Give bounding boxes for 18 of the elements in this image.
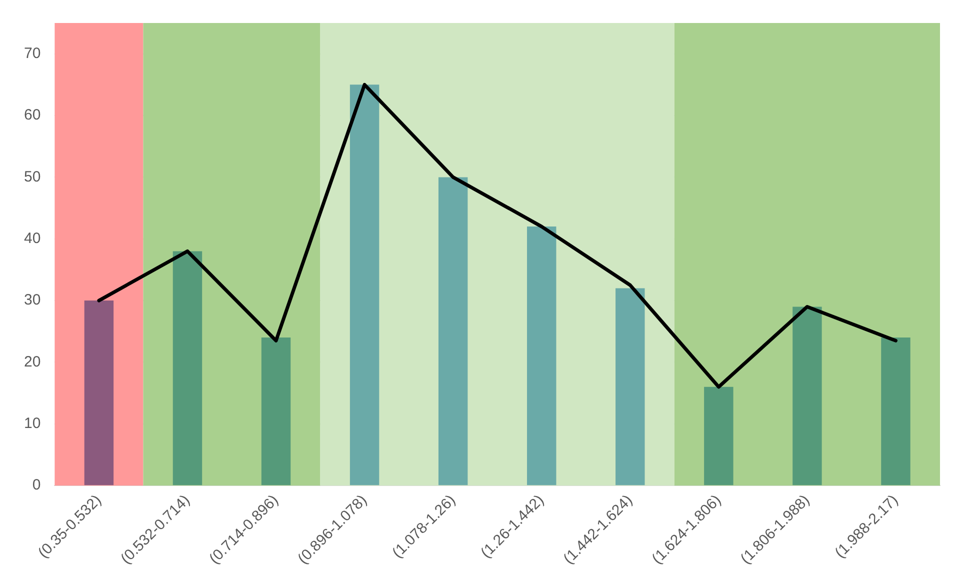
y-tick-label: 30 [24, 292, 41, 309]
bar [261, 338, 291, 486]
bar [172, 251, 202, 486]
bar [792, 306, 822, 486]
y-tick-label: 20 [24, 353, 41, 370]
bar [84, 300, 114, 486]
y-tick-label: 0 [32, 476, 41, 494]
y-tick-label: 40 [24, 230, 41, 248]
bar [704, 386, 734, 486]
bar [350, 84, 380, 486]
y-tick-label: 50 [24, 168, 41, 186]
bar [527, 226, 556, 486]
bar [438, 177, 468, 486]
y-tick-label: 60 [24, 106, 41, 124]
y-tick-label: 10 [24, 415, 41, 432]
y-tick-label: 70 [24, 44, 41, 62]
bar [881, 338, 910, 486]
bar [616, 288, 645, 486]
